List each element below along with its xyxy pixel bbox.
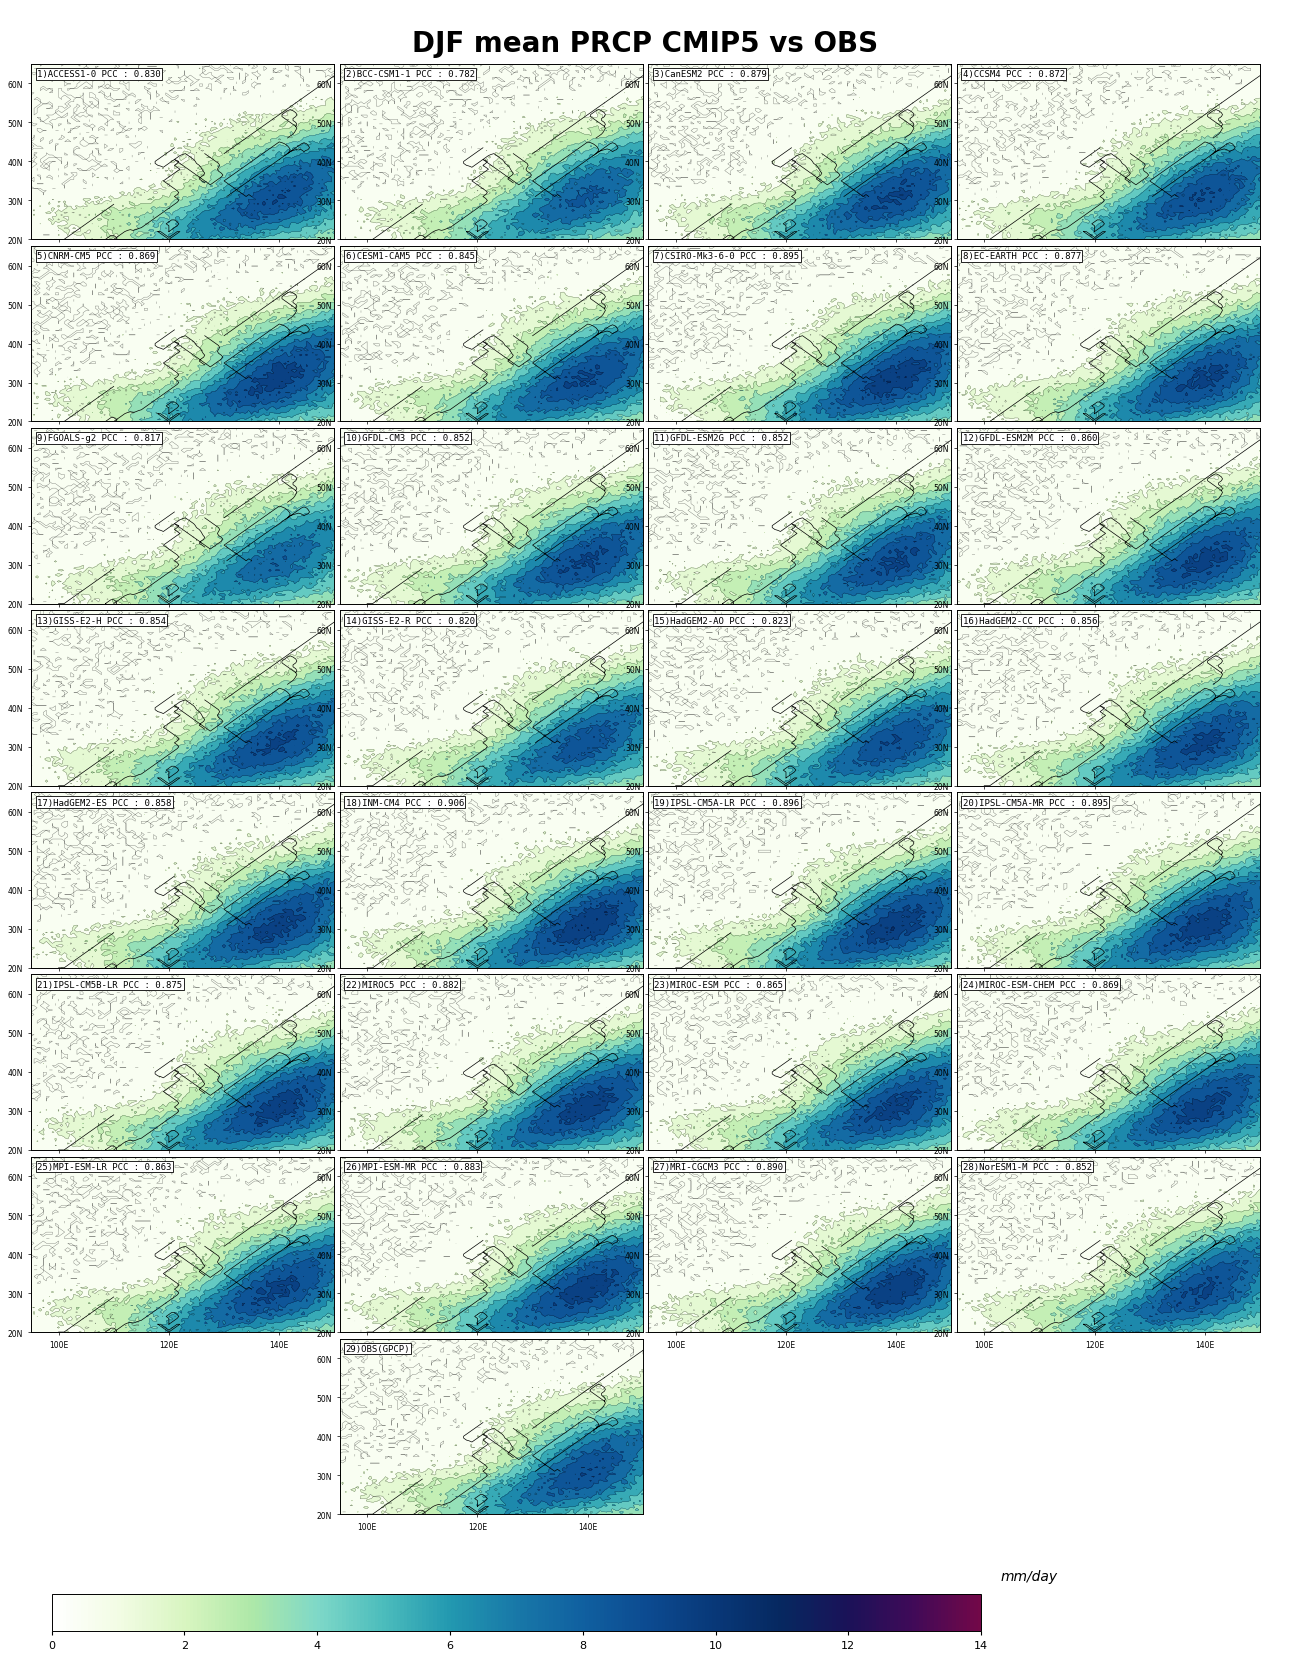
Text: 24)MIROC-ESM-CHEM PCC : 0.869: 24)MIROC-ESM-CHEM PCC : 0.869 xyxy=(963,980,1118,988)
Text: 23)MIROC-ESM PCC : 0.865: 23)MIROC-ESM PCC : 0.865 xyxy=(655,980,784,988)
Text: mm/day: mm/day xyxy=(1001,1569,1057,1582)
Text: 26)MPI-ESM-MR PCC : 0.883: 26)MPI-ESM-MR PCC : 0.883 xyxy=(346,1161,480,1171)
Text: 18)INM-CM4 PCC : 0.906: 18)INM-CM4 PCC : 0.906 xyxy=(346,799,463,807)
Text: 28)NorESM1-M PCC : 0.852: 28)NorESM1-M PCC : 0.852 xyxy=(963,1161,1092,1171)
Text: 19)IPSL-CM5A-LR PCC : 0.896: 19)IPSL-CM5A-LR PCC : 0.896 xyxy=(655,799,799,807)
Text: 25)MPI-ESM-LR PCC : 0.863: 25)MPI-ESM-LR PCC : 0.863 xyxy=(37,1161,172,1171)
Text: 4)CCSM4 PCC : 0.872: 4)CCSM4 PCC : 0.872 xyxy=(963,70,1065,80)
Text: 29)OBS(GPCP): 29)OBS(GPCP) xyxy=(346,1345,411,1353)
Text: 8)EC-EARTH PCC : 0.877: 8)EC-EARTH PCC : 0.877 xyxy=(963,253,1081,261)
Text: 2)BCC-CSM1-1 PCC : 0.782: 2)BCC-CSM1-1 PCC : 0.782 xyxy=(346,70,475,80)
Text: 16)HadGEM2-CC PCC : 0.856: 16)HadGEM2-CC PCC : 0.856 xyxy=(963,616,1097,626)
Text: 10)GFDL-CM3 PCC : 0.852: 10)GFDL-CM3 PCC : 0.852 xyxy=(346,434,469,443)
Text: 7)CSIRO-Mk3-6-0 PCC : 0.895: 7)CSIRO-Mk3-6-0 PCC : 0.895 xyxy=(655,253,799,261)
Text: 5)CNRM-CM5 PCC : 0.869: 5)CNRM-CM5 PCC : 0.869 xyxy=(37,253,155,261)
Text: 20)IPSL-CM5A-MR PCC : 0.895: 20)IPSL-CM5A-MR PCC : 0.895 xyxy=(963,799,1108,807)
Text: 6)CESM1-CAM5 PCC : 0.845: 6)CESM1-CAM5 PCC : 0.845 xyxy=(346,253,475,261)
Text: 14)GISS-E2-R PCC : 0.820: 14)GISS-E2-R PCC : 0.820 xyxy=(346,616,475,626)
Text: DJF mean PRCP CMIP5 vs OBS: DJF mean PRCP CMIP5 vs OBS xyxy=(412,30,879,58)
Text: 15)HadGEM2-AO PCC : 0.823: 15)HadGEM2-AO PCC : 0.823 xyxy=(655,616,789,626)
Text: 9)FGOALS-g2 PCC : 0.817: 9)FGOALS-g2 PCC : 0.817 xyxy=(37,434,160,443)
Text: 22)MIROC5 PCC : 0.882: 22)MIROC5 PCC : 0.882 xyxy=(346,980,458,988)
Text: 13)GISS-E2-H PCC : 0.854: 13)GISS-E2-H PCC : 0.854 xyxy=(37,616,167,626)
Text: 1)ACCESS1-0 PCC : 0.830: 1)ACCESS1-0 PCC : 0.830 xyxy=(37,70,160,80)
Text: 17)HadGEM2-ES PCC : 0.858: 17)HadGEM2-ES PCC : 0.858 xyxy=(37,799,172,807)
Text: 3)CanESM2 PCC : 0.879: 3)CanESM2 PCC : 0.879 xyxy=(655,70,767,80)
Text: 21)IPSL-CM5B-LR PCC : 0.875: 21)IPSL-CM5B-LR PCC : 0.875 xyxy=(37,980,182,988)
Text: 11)GFDL-ESM2G PCC : 0.852: 11)GFDL-ESM2G PCC : 0.852 xyxy=(655,434,789,443)
Text: 12)GFDL-ESM2M PCC : 0.860: 12)GFDL-ESM2M PCC : 0.860 xyxy=(963,434,1097,443)
Text: 27)MRI-CGCM3 PCC : 0.890: 27)MRI-CGCM3 PCC : 0.890 xyxy=(655,1161,784,1171)
